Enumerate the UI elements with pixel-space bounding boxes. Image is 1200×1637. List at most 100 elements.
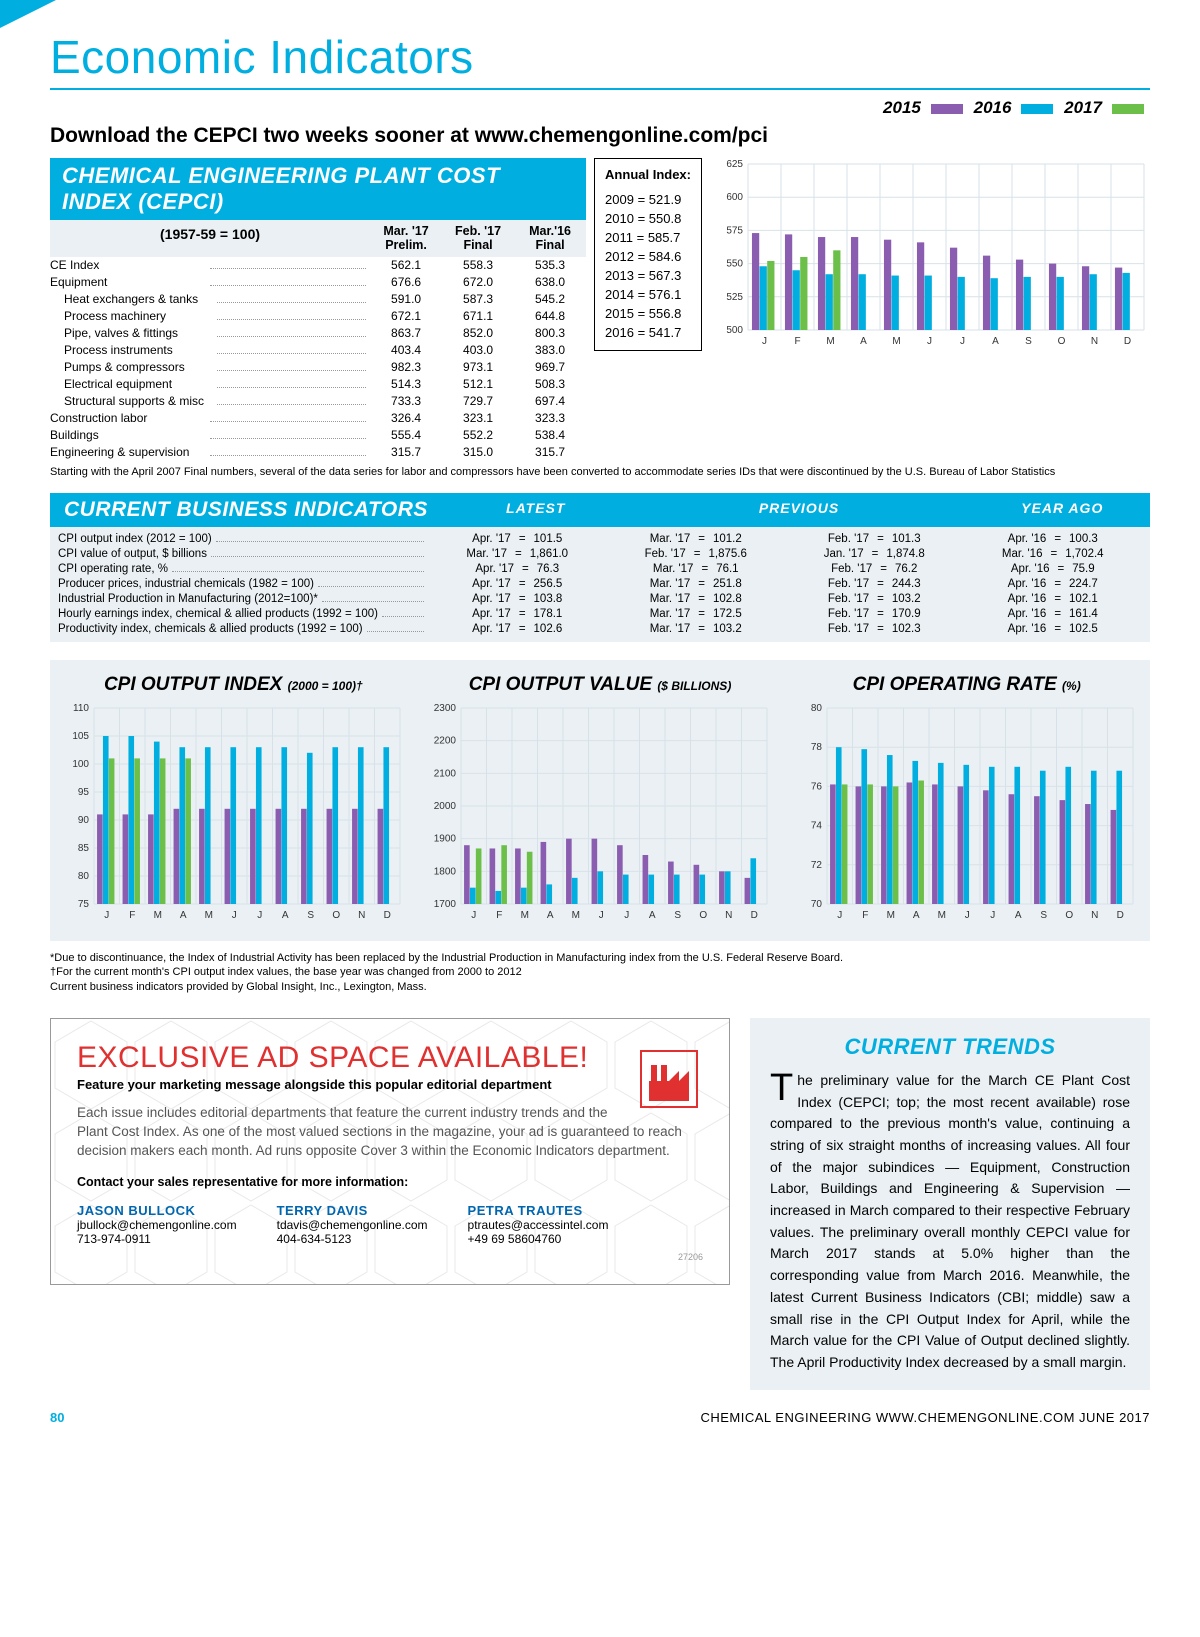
annual-row: 2010 = 550.8: [605, 209, 691, 228]
svg-text:70: 70: [811, 899, 823, 910]
ad-sub: Feature your marketing message alongside…: [77, 1077, 703, 1092]
svg-text:S: S: [307, 910, 314, 921]
svg-text:J: J: [838, 910, 843, 921]
svg-text:J: J: [598, 910, 603, 921]
svg-text:J: J: [960, 336, 965, 347]
cepci-col-2: Mar.'16Final: [514, 220, 586, 257]
year-legend: 2015 2016 2017: [50, 98, 1150, 118]
download-line: Download the CEPCI two weeks sooner at w…: [50, 124, 1150, 148]
svg-text:2200: 2200: [433, 736, 456, 747]
svg-text:J: J: [257, 910, 262, 921]
svg-text:550: 550: [726, 259, 743, 270]
page-title: Economic Indicators: [50, 30, 1150, 84]
svg-text:575: 575: [726, 225, 743, 236]
corner-triangle: [0, 0, 56, 28]
svg-text:O: O: [1066, 910, 1074, 921]
ad-title: EXCLUSIVE AD SPACE AVAILABLE!: [77, 1041, 703, 1075]
cbi-header: CURRENT BUSINESS INDICATORS LATEST PREVI…: [50, 493, 1150, 527]
chart-title-0: CPI OUTPUT INDEX (2000 = 100)†: [56, 674, 411, 696]
svg-text:85: 85: [78, 843, 90, 854]
svg-text:625: 625: [726, 159, 743, 170]
svg-text:A: A: [992, 336, 999, 347]
cepci-title: CHEMICAL ENGINEERING PLANT COST INDEX (C…: [50, 158, 586, 220]
svg-text:M: M: [892, 336, 900, 347]
svg-text:F: F: [863, 910, 869, 921]
svg-text:F: F: [794, 336, 800, 347]
cepci-row: Pumps & compressors982.3973.1969.7: [50, 359, 586, 376]
svg-text:78: 78: [811, 742, 823, 753]
ad-contact: JASON BULLOCKjbullock@chemengonline.com7…: [77, 1203, 237, 1246]
cepci-col-1: Feb. '17Final: [442, 220, 514, 257]
svg-text:76: 76: [811, 781, 823, 792]
svg-text:J: J: [762, 336, 767, 347]
svg-text:O: O: [699, 910, 707, 921]
svg-text:80: 80: [811, 703, 823, 714]
cepci-row: Process instruments403.4403.0383.0: [50, 342, 586, 359]
cepci-row: CE Index562.1558.3535.3: [50, 257, 586, 274]
cepci-row: Structural supports & misc733.3729.7697.…: [50, 393, 586, 410]
cbi-row: Industrial Production in Manufacturing (…: [58, 591, 1142, 606]
cbi-row: Hourly earnings index, chemical & allied…: [58, 606, 1142, 621]
svg-text:M: M: [826, 336, 834, 347]
annual-row: 2014 = 576.1: [605, 285, 691, 304]
current-trends: CURRENT TRENDS The preliminary value for…: [750, 1018, 1150, 1390]
svg-text:J: J: [471, 910, 476, 921]
chart-title-2: CPI OPERATING RATE (%): [789, 674, 1144, 696]
svg-text:S: S: [1041, 910, 1048, 921]
annual-row: 2009 = 521.9: [605, 190, 691, 209]
svg-text:A: A: [1015, 910, 1022, 921]
svg-text:600: 600: [726, 192, 743, 203]
cepci-row: Equipment676.6672.0638.0: [50, 274, 586, 291]
ad-contact: PETRA TRAUTESptrautes@accessintel.com+49…: [468, 1203, 609, 1246]
svg-text:525: 525: [726, 292, 743, 303]
cepci-chart: 500525550575600625JFMAMJJASOND: [710, 158, 1150, 348]
svg-text:1900: 1900: [433, 834, 456, 845]
cbi-row: CPI value of output, $ billionsMar. '17=…: [58, 546, 1142, 561]
annual-row: 2011 = 585.7: [605, 228, 691, 247]
svg-text:75: 75: [78, 899, 90, 910]
annual-row: 2015 = 556.8: [605, 304, 691, 323]
cepci-table: CHEMICAL ENGINEERING PLANT COST INDEX (C…: [50, 158, 586, 461]
cbi-row: CPI operating rate, %Apr. '17=76.3Mar. '…: [58, 561, 1142, 576]
svg-text:M: M: [205, 910, 213, 921]
svg-text:A: A: [913, 910, 920, 921]
cepci-row: Engineering & supervision315.7315.0315.7: [50, 444, 586, 461]
swatch-2015: [931, 104, 963, 114]
svg-text:M: M: [938, 910, 946, 921]
svg-text:J: J: [927, 336, 932, 347]
svg-text:J: J: [624, 910, 629, 921]
svg-text:F: F: [496, 910, 502, 921]
svg-text:2300: 2300: [433, 703, 456, 714]
charts-footnote: *Due to discontinuance, the Index of Ind…: [50, 951, 1150, 994]
ad-box: EXCLUSIVE AD SPACE AVAILABLE! Feature yo…: [50, 1018, 730, 1285]
svg-text:N: N: [1091, 910, 1098, 921]
annual-row: 2013 = 567.3: [605, 266, 691, 285]
svg-text:A: A: [547, 910, 554, 921]
svg-text:2000: 2000: [433, 801, 456, 812]
svg-text:110: 110: [73, 703, 89, 714]
cepci-row: Process machinery672.1671.1644.8: [50, 308, 586, 325]
annual-row: 2012 = 584.6: [605, 247, 691, 266]
factory-icon: [635, 1045, 703, 1113]
annual-index-box: Annual Index: 2009 = 521.92010 = 550.820…: [594, 158, 702, 351]
svg-text:N: N: [358, 910, 365, 921]
ad-body: Each issue includes editorial department…: [77, 1104, 703, 1161]
svg-text:F: F: [129, 910, 135, 921]
svg-text:N: N: [725, 910, 732, 921]
svg-text:D: D: [1124, 336, 1131, 347]
svg-text:D: D: [384, 910, 391, 921]
charts-row: CPI OUTPUT INDEX (2000 = 100)†7580859095…: [50, 660, 1150, 941]
page-footer: 80 CHEMICAL ENGINEERING WWW.CHEMENGONLIN…: [50, 1410, 1150, 1425]
cepci-row: Electrical equipment514.3512.1508.3: [50, 376, 586, 393]
svg-text:A: A: [180, 910, 187, 921]
svg-text:A: A: [860, 336, 867, 347]
cepci-row: Construction labor326.4323.1323.3: [50, 410, 586, 427]
cbi-row: Producer prices, industrial chemicals (1…: [58, 576, 1142, 591]
svg-text:M: M: [154, 910, 162, 921]
svg-text:2100: 2100: [433, 768, 456, 779]
swatch-2016: [1021, 104, 1053, 114]
svg-text:1800: 1800: [433, 866, 456, 877]
svg-text:A: A: [282, 910, 289, 921]
chart-title-1: CPI OUTPUT VALUE ($ BILLIONS): [423, 674, 778, 696]
svg-text:95: 95: [78, 787, 90, 798]
